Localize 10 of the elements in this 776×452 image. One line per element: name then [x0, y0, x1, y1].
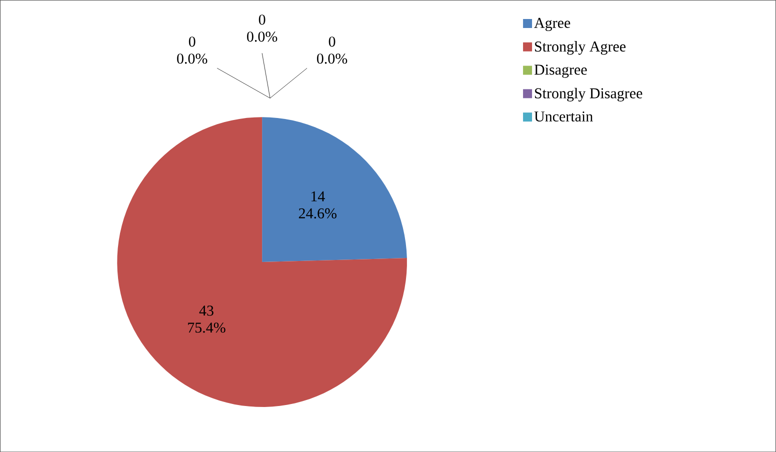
- text: 0 0.0%: [317, 36, 348, 64]
- legend-label: Uncertain: [534, 111, 593, 122]
- data-label: 14 24.6%: [298, 191, 337, 218]
- legend-label: Disagree: [534, 64, 587, 78]
- data-label: 43 75.4%: [188, 306, 226, 333]
- legend-label: Strongly Agree: [535, 40, 626, 55]
- legend-label: Agree: [534, 18, 570, 31]
- legend-label: Strongly Disagree: [535, 88, 642, 102]
- text: 0 0.0%: [177, 36, 208, 64]
- text: 0 0.0%: [247, 14, 278, 42]
